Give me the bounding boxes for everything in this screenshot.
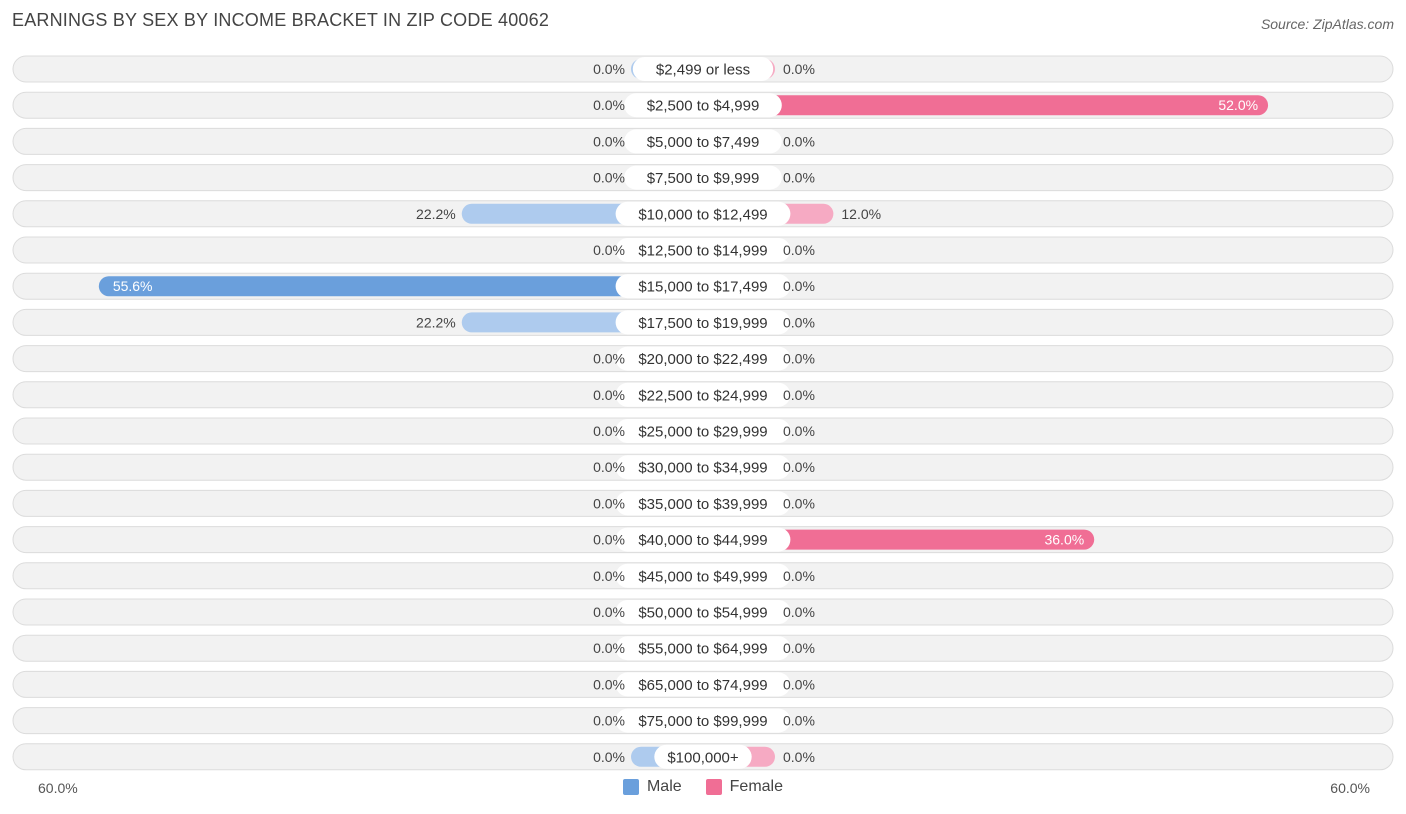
female-value-label: 0.0% — [783, 713, 815, 729]
axis-left-label: 60.0% — [38, 780, 78, 796]
male-value-label: 0.0% — [593, 676, 625, 692]
axis-right-label: 60.0% — [1330, 780, 1370, 796]
category-label: $40,000 to $44,999 — [638, 532, 767, 549]
category-label-bg — [632, 57, 774, 81]
female-value-label: 0.0% — [783, 170, 815, 186]
female-value-label: 0.0% — [783, 314, 815, 330]
category-label: $65,000 to $74,999 — [638, 677, 767, 694]
category-label-bg — [615, 708, 791, 733]
category-label-bg — [624, 165, 782, 190]
legend-item-male: Male — [622, 778, 682, 796]
category-label: $10,000 to $12,499 — [638, 206, 767, 223]
male-value-label: 0.0% — [593, 242, 625, 258]
category-label: $35,000 to $39,999 — [638, 496, 767, 513]
category-label-bg — [615, 491, 791, 516]
category-label: $25,000 to $29,999 — [638, 424, 767, 441]
female-bar — [703, 95, 1269, 116]
female-value-label: 36.0% — [1044, 532, 1084, 548]
female-value-label: 12.0% — [841, 206, 881, 222]
category-label: $22,500 to $24,999 — [638, 387, 767, 404]
legend-item-female: Female — [705, 778, 784, 796]
category-label-bg — [615, 419, 791, 443]
legend-label-male: Male — [646, 778, 682, 795]
category-label-bg — [615, 563, 791, 588]
category-label: $5,000 to $7,499 — [647, 134, 760, 151]
male-value-label: 0.0% — [593, 532, 625, 548]
male-value-label: 0.0% — [593, 423, 625, 439]
female-value-label: 0.0% — [783, 278, 815, 294]
female-value-label: 0.0% — [783, 351, 815, 367]
female-value-label: 0.0% — [783, 749, 815, 765]
category-label-bg — [615, 346, 791, 371]
male-value-label: 0.0% — [593, 604, 625, 620]
female-bar — [703, 529, 1095, 550]
female-value-label: 0.0% — [783, 676, 815, 692]
male-value-label: 0.0% — [593, 713, 625, 729]
legend-swatch-female — [705, 779, 722, 795]
source-credit: Source: ZipAtlas.com — [1260, 16, 1394, 32]
category-label: $45,000 to $49,999 — [638, 568, 767, 585]
male-value-label: 0.0% — [593, 568, 625, 584]
male-value-label: 0.0% — [593, 387, 625, 403]
male-value-label: 55.6% — [113, 278, 153, 294]
female-value-label: 0.0% — [783, 568, 815, 584]
category-label-bg — [654, 744, 752, 769]
male-value-label: 0.0% — [593, 495, 625, 511]
male-bar — [98, 276, 703, 297]
category-label-bg — [615, 600, 791, 624]
category-label: $50,000 to $54,999 — [638, 605, 767, 622]
male-value-label: 0.0% — [593, 170, 625, 186]
category-label-bg — [615, 527, 791, 552]
female-value-label: 0.0% — [783, 604, 815, 620]
legend-swatch-male — [622, 779, 639, 795]
male-value-label: 0.0% — [593, 97, 625, 113]
female-value-label: 0.0% — [783, 495, 815, 511]
category-label-bg — [615, 636, 791, 661]
category-label-bg — [615, 382, 791, 407]
category-label: $2,499 or less — [656, 62, 750, 79]
category-label: $30,000 to $34,999 — [638, 460, 767, 477]
male-value-label: 0.0% — [593, 459, 625, 475]
male-value-label: 22.2% — [416, 314, 456, 330]
category-label: $100,000+ — [667, 749, 739, 766]
female-value-label: 0.0% — [783, 423, 815, 439]
legend: Male Female — [0, 778, 1406, 796]
category-label-bg — [615, 455, 791, 480]
category-label-bg — [615, 672, 791, 697]
chart-title: EARNINGS BY SEX BY INCOME BRACKET IN ZIP… — [12, 10, 550, 30]
male-value-label: 0.0% — [593, 351, 625, 367]
female-value-label: 0.0% — [783, 61, 815, 77]
male-value-label: 22.2% — [416, 206, 456, 222]
male-value-label: 0.0% — [593, 640, 625, 656]
category-label: $55,000 to $64,999 — [638, 641, 767, 658]
male-value-label: 0.0% — [593, 133, 625, 149]
category-label-bg — [615, 238, 791, 262]
female-value-label: 0.0% — [783, 242, 815, 258]
female-value-label: 0.0% — [783, 387, 815, 403]
female-value-label: 0.0% — [783, 459, 815, 475]
category-label: $2,500 to $4,999 — [647, 98, 760, 115]
male-value-label: 0.0% — [593, 749, 625, 765]
category-label: $7,500 to $9,999 — [647, 170, 760, 187]
category-label-bg — [624, 93, 782, 118]
category-label-bg — [615, 310, 791, 335]
legend-label-female: Female — [729, 778, 784, 795]
category-label: $15,000 to $17,499 — [638, 279, 767, 296]
category-label: $75,000 to $99,999 — [638, 713, 767, 730]
category-label-bg — [615, 201, 791, 226]
category-label: $12,500 to $14,999 — [638, 243, 767, 260]
female-value-label: 0.0% — [783, 640, 815, 656]
category-label-bg — [624, 129, 782, 154]
category-label-bg — [615, 274, 791, 299]
category-label: $20,000 to $22,499 — [638, 351, 767, 368]
category-label: $17,500 to $19,999 — [638, 315, 767, 332]
male-value-label: 0.0% — [593, 61, 625, 77]
female-value-label: 0.0% — [783, 133, 815, 149]
female-value-label: 52.0% — [1218, 97, 1258, 113]
